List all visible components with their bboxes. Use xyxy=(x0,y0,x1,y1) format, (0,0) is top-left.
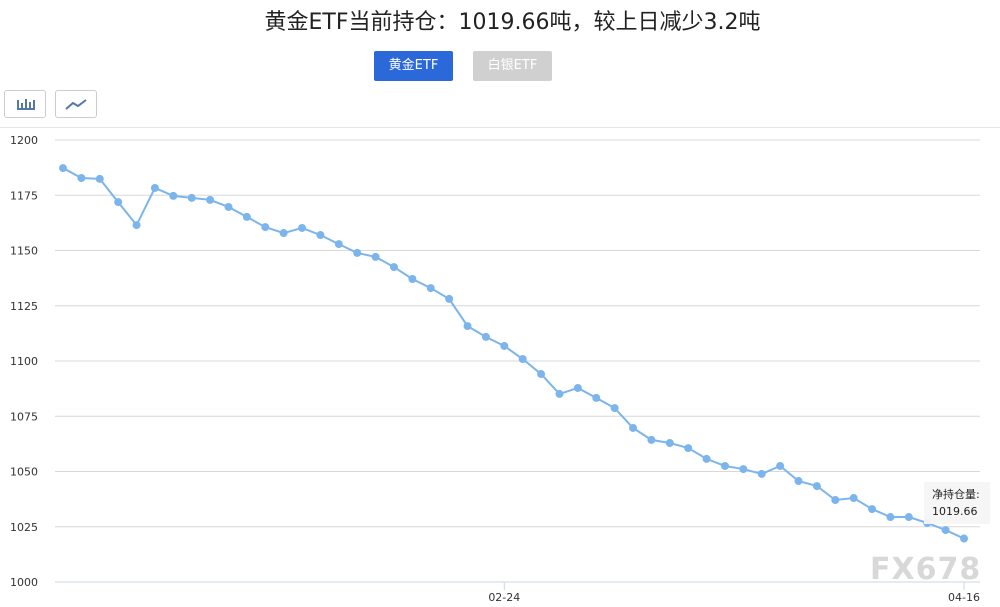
point xyxy=(224,202,233,211)
point xyxy=(187,193,196,202)
point xyxy=(371,252,380,261)
point xyxy=(150,183,159,192)
point xyxy=(334,240,343,249)
divider xyxy=(0,127,1000,128)
point xyxy=(831,496,840,505)
point xyxy=(316,231,325,240)
point xyxy=(298,223,307,232)
y-tick-label: 1200 xyxy=(10,134,38,147)
point xyxy=(261,223,270,232)
gold-button[interactable]: 黄金ETF xyxy=(374,51,453,81)
y-tick-label: 1075 xyxy=(10,410,38,423)
y-tick-label: 1175 xyxy=(10,189,38,202)
point xyxy=(500,341,509,350)
bar-icon[interactable] xyxy=(4,90,46,118)
y-tick-label: 1100 xyxy=(10,355,38,368)
point xyxy=(849,494,858,503)
point xyxy=(647,435,656,444)
watermark: FX678 xyxy=(870,552,982,587)
x-tick-label: 02-24 xyxy=(488,591,520,604)
point xyxy=(389,263,398,272)
x-tick-label: 04-16 xyxy=(948,591,980,604)
point xyxy=(665,438,674,447)
point xyxy=(941,526,950,535)
point xyxy=(592,393,601,402)
point xyxy=(445,294,454,303)
point xyxy=(426,284,435,293)
point xyxy=(960,534,968,543)
point xyxy=(242,212,251,221)
point xyxy=(868,505,877,514)
point xyxy=(59,164,67,173)
line-icon[interactable] xyxy=(55,90,97,118)
chart-title: 黄金ETF当前持仓：1019.66吨，较上日减少3.2吨 xyxy=(264,10,761,35)
point xyxy=(886,513,895,522)
point xyxy=(353,248,362,257)
point xyxy=(169,191,178,200)
y-tick-label: 1150 xyxy=(10,245,38,258)
point xyxy=(757,469,766,478)
y-tick-label: 1000 xyxy=(10,576,38,589)
point xyxy=(904,513,913,522)
point xyxy=(463,322,472,331)
point xyxy=(739,465,748,474)
y-tick-label: 1125 xyxy=(10,300,38,313)
y-tick-label: 1050 xyxy=(10,466,38,479)
tooltip-value: 1019.66 xyxy=(932,505,978,518)
bar-icon-glyph xyxy=(17,99,35,110)
y-tick-label: 1025 xyxy=(10,521,38,534)
point xyxy=(610,404,619,413)
point xyxy=(77,174,86,183)
point xyxy=(684,444,693,453)
line-icon-glyph xyxy=(65,99,87,110)
point xyxy=(114,198,123,207)
point xyxy=(794,477,803,486)
point xyxy=(812,482,821,491)
point xyxy=(573,383,582,392)
point xyxy=(518,355,527,364)
point xyxy=(481,332,490,341)
point xyxy=(720,461,729,470)
point xyxy=(629,423,638,432)
point xyxy=(702,454,711,463)
silver-button[interactable]: 白银ETF xyxy=(473,51,552,81)
point xyxy=(537,370,546,379)
point xyxy=(206,195,215,204)
point xyxy=(776,461,785,470)
point xyxy=(555,389,564,398)
tooltip: 净持仓量: 1019.66 xyxy=(924,482,990,524)
tooltip-label: 净持仓量: xyxy=(932,488,980,501)
point xyxy=(408,275,417,284)
point xyxy=(95,174,104,183)
point xyxy=(279,229,288,238)
point xyxy=(132,221,141,230)
series-line xyxy=(62,167,965,540)
